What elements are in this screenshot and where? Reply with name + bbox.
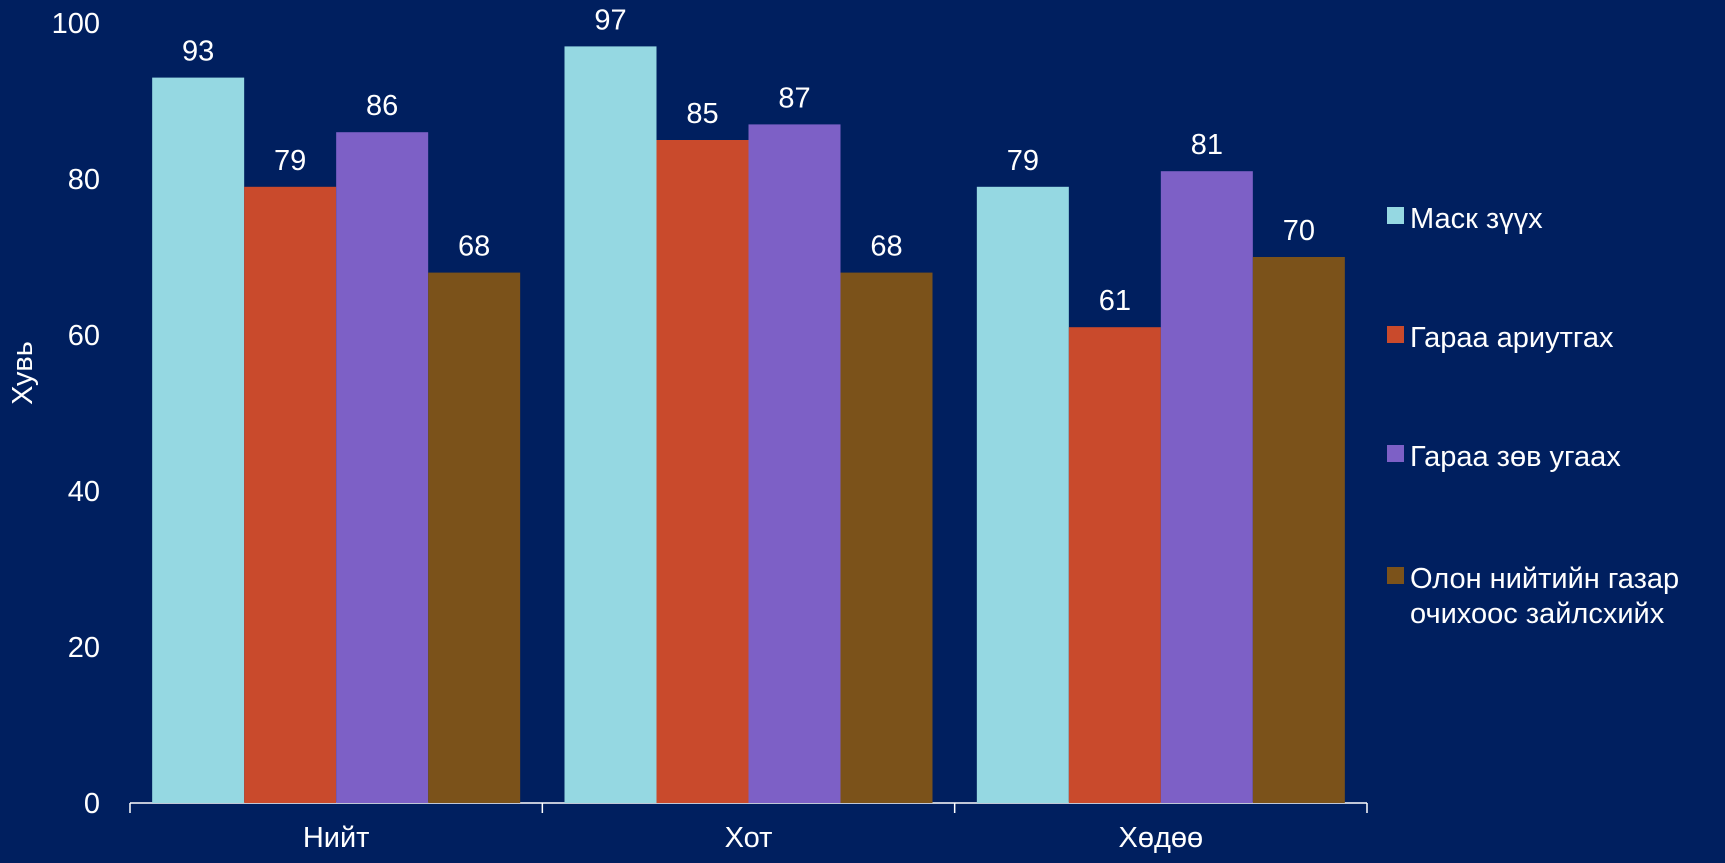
x-category-label: Нийт <box>303 822 370 854</box>
y-tick-label: 40 <box>68 476 100 508</box>
legend-swatch <box>1387 445 1404 462</box>
legend-swatch <box>1387 326 1404 343</box>
bar-value-label: 81 <box>1191 129 1223 161</box>
y-tick-label: 80 <box>68 164 100 196</box>
bar-value-label: 87 <box>778 82 810 114</box>
y-tick-label: 100 <box>52 8 100 40</box>
bar-value-label: 86 <box>366 90 398 122</box>
bar-value-label: 85 <box>686 98 718 130</box>
bar <box>1068 327 1161 803</box>
legend-label: Олон нийтийн газар очихоос зайлсхийх <box>1410 563 1679 630</box>
bar <box>840 272 933 804</box>
legend-swatch <box>1387 207 1404 224</box>
bar-value-label: 68 <box>870 231 902 263</box>
axes: 0 20 40 60 80 100 Нийт Хот Хөдөө <box>52 8 1368 854</box>
bar <box>152 77 245 804</box>
bar <box>1160 171 1253 803</box>
x-category-label: Хөдөө <box>1119 822 1204 854</box>
legend-label: Гараа зөв угаах <box>1410 441 1621 473</box>
bar <box>1252 257 1345 803</box>
bar-value-label: 93 <box>182 36 214 68</box>
y-tick-label: 60 <box>68 320 100 352</box>
bar <box>336 132 429 803</box>
bar <box>564 46 657 803</box>
bar <box>244 186 337 804</box>
bars <box>152 46 1345 804</box>
y-tick-label: 20 <box>68 632 100 664</box>
legend-swatch <box>1387 567 1404 584</box>
bar-value-label: 79 <box>274 145 306 177</box>
bar <box>976 186 1069 804</box>
bar <box>748 124 841 803</box>
bar-value-label: 97 <box>594 4 626 36</box>
y-tick-label: 0 <box>84 788 100 820</box>
bar-value-label: 61 <box>1099 285 1131 317</box>
legend-label: Маск зүүх <box>1410 203 1543 235</box>
x-category-label: Хот <box>725 822 773 854</box>
y-axis-title: Хувь <box>7 341 39 405</box>
bar <box>428 272 521 804</box>
legend-label: Гараа ариутгах <box>1410 322 1614 354</box>
bar-value-label: 68 <box>458 231 490 263</box>
bar-value-label: 70 <box>1283 215 1315 247</box>
legend: Маск зүүх Гараа ариутгах Гараа зөв угаах Ол… <box>1387 203 1679 630</box>
data-labels: 93 79 86 68 97 85 87 68 79 61 81 70 <box>182 4 1315 317</box>
bar <box>656 140 749 803</box>
bar-value-label: 79 <box>1007 145 1039 177</box>
